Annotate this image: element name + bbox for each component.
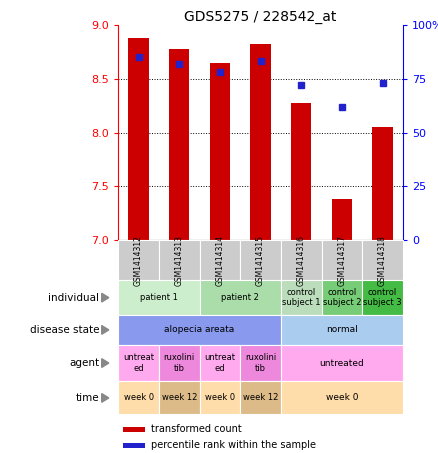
Text: time: time	[76, 393, 99, 403]
Text: alopecia areata: alopecia areata	[165, 325, 235, 334]
Text: GSM1414318: GSM1414318	[378, 235, 387, 285]
Text: GSM1414312: GSM1414312	[134, 235, 143, 285]
Bar	[118, 315, 281, 345]
Polygon shape	[102, 293, 109, 302]
Text: week 12: week 12	[243, 393, 278, 402]
Text: week 0: week 0	[124, 393, 154, 402]
Bar	[281, 381, 403, 414]
Text: GSM1414314: GSM1414314	[215, 235, 224, 286]
Text: control
subject 3: control subject 3	[363, 288, 402, 307]
Text: patient 2: patient 2	[221, 293, 259, 302]
Text: ruxolini
tib: ruxolini tib	[164, 353, 195, 373]
Bar	[118, 280, 200, 315]
Bar	[291, 103, 311, 240]
Bar	[281, 315, 403, 345]
Text: ruxolini
tib: ruxolini tib	[245, 353, 276, 373]
Bar	[159, 345, 200, 381]
Bar	[200, 345, 240, 381]
Polygon shape	[102, 394, 109, 402]
Bar	[118, 381, 159, 414]
Bar	[159, 381, 200, 414]
Bar	[321, 240, 362, 280]
Bar	[332, 199, 352, 240]
Text: normal: normal	[326, 325, 358, 334]
Text: untreated: untreated	[320, 358, 364, 367]
Text: untreat
ed: untreat ed	[205, 353, 236, 373]
Text: transformed count: transformed count	[151, 424, 242, 434]
Bar	[118, 240, 159, 280]
Text: GSM1414317: GSM1414317	[337, 235, 346, 286]
Bar	[240, 240, 281, 280]
Text: GSM1414315: GSM1414315	[256, 235, 265, 286]
Text: individual: individual	[48, 293, 99, 303]
Bar	[362, 280, 403, 315]
Text: untreat
ed: untreat ed	[123, 353, 154, 373]
Bar	[123, 427, 145, 432]
Bar	[128, 38, 149, 240]
Bar	[372, 127, 393, 240]
Bar	[159, 240, 200, 280]
Bar	[123, 443, 145, 448]
Bar	[240, 381, 281, 414]
Bar	[251, 44, 271, 240]
Text: percentile rank within the sample: percentile rank within the sample	[151, 439, 316, 450]
Text: week 0: week 0	[205, 393, 235, 402]
Text: patient 1: patient 1	[140, 293, 178, 302]
Title: GDS5275 / 228542_at: GDS5275 / 228542_at	[184, 10, 337, 24]
Bar	[240, 345, 281, 381]
Text: GSM1414313: GSM1414313	[175, 235, 184, 286]
Bar	[200, 240, 240, 280]
Bar	[200, 280, 281, 315]
Text: GSM1414316: GSM1414316	[297, 235, 306, 286]
Polygon shape	[102, 326, 109, 334]
Bar	[200, 381, 240, 414]
Bar	[169, 48, 189, 240]
Bar	[118, 345, 159, 381]
Text: disease state: disease state	[30, 325, 99, 335]
Bar	[281, 345, 403, 381]
Bar	[362, 240, 403, 280]
Polygon shape	[102, 359, 109, 367]
Text: week 12: week 12	[162, 393, 197, 402]
Text: week 0: week 0	[326, 393, 358, 402]
Bar	[281, 280, 321, 315]
Text: agent: agent	[69, 358, 99, 368]
Bar	[210, 63, 230, 240]
Text: control
subject 2: control subject 2	[323, 288, 361, 307]
Bar	[281, 240, 321, 280]
Bar	[321, 280, 362, 315]
Text: control
subject 1: control subject 1	[282, 288, 321, 307]
